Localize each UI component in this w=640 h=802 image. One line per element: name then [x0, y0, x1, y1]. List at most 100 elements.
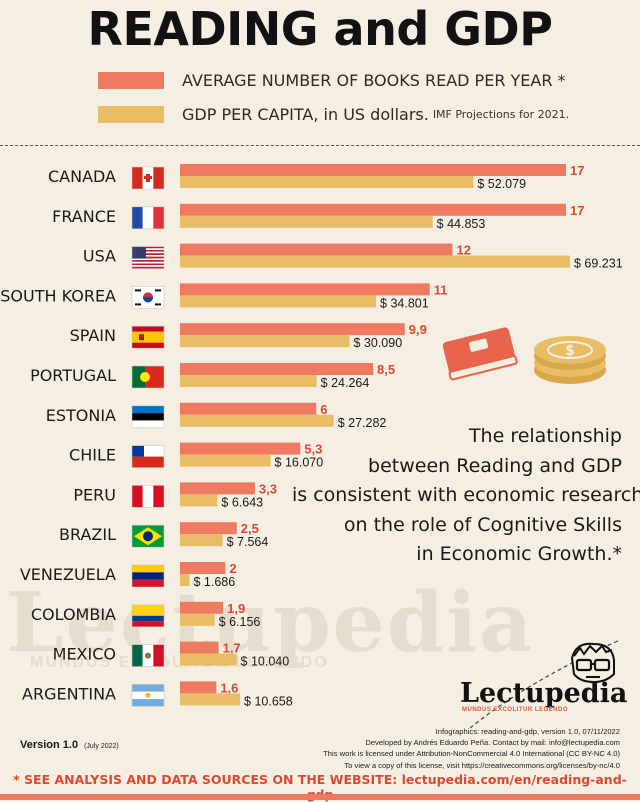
gdp-value-label: $ 44.853 — [437, 217, 486, 231]
logo-tagline: MUNDUS EXCOLITUR LEGENDO — [462, 707, 569, 713]
gdp-bar — [180, 255, 570, 268]
gdp-value-label: $ 27.282 — [338, 416, 387, 430]
legend-gdp-note: IMF Projections for 2021. — [432, 107, 570, 121]
mexico-flag-icon — [131, 644, 165, 667]
books-value-label: 2,5 — [241, 521, 259, 536]
version: Version 1.0 (July 2022) — [20, 739, 119, 751]
gdp-value-label: $ 10.040 — [241, 655, 290, 669]
books-bar — [180, 681, 217, 694]
gdp-value-label: $ 34.801 — [380, 296, 429, 310]
gdp-value-label: $ 30.090 — [354, 336, 403, 350]
logo-name: Lectupedia — [460, 678, 628, 709]
books-bar — [180, 522, 237, 535]
credit-line: This work is licensed under Attribution-… — [323, 749, 620, 759]
books-value-label: 9,9 — [409, 322, 427, 337]
gdp-value-label: $ 52.079 — [477, 177, 526, 191]
country-label: USA — [83, 247, 116, 266]
spain-flag-icon — [131, 325, 165, 349]
statement-line: on the role of Cognitive Skills — [343, 513, 622, 536]
books-value-label: 12 — [456, 243, 470, 258]
country-label: MEXICO — [53, 645, 116, 664]
version-date: (July 2022) — [84, 743, 119, 750]
bar-chart: CANADA 17 $ 52.079 FRANCE 17 $ 44.853 USA 12 $ 6… — [0, 163, 623, 708]
version-label: Version 1.0 — [20, 739, 79, 751]
usa-flag-icon — [131, 246, 165, 269]
country-label: BRAZIL — [59, 525, 116, 544]
gdp-value-label: $ 6.156 — [219, 615, 261, 629]
peru-flag-icon — [131, 485, 165, 508]
books-value-label: 1,9 — [227, 601, 245, 616]
books-value-label: 3,3 — [259, 481, 277, 496]
gdp-value-label: $ 69.231 — [574, 257, 623, 271]
gdp-bar — [180, 215, 433, 228]
gdp-bar — [180, 414, 334, 427]
country-label: SPAIN — [70, 326, 116, 345]
france-flag-icon — [131, 206, 165, 230]
country-label: CANADA — [48, 167, 116, 186]
gdp-bar — [180, 494, 218, 507]
argentina-flag-icon — [131, 684, 165, 707]
books-bar — [180, 243, 453, 256]
gdp-bar — [180, 295, 377, 308]
country-label: PORTUGAL — [30, 366, 116, 385]
legend-gdp: GDP PER CAPITA, in US dollars. IMF Proje… — [98, 104, 569, 124]
books-bar — [180, 641, 219, 654]
books-value-label: 1,7 — [223, 641, 241, 656]
watermark-subtitle: MUNDUS EXCOLITUR LEGENDO — [30, 654, 329, 671]
svg-text:$: $ — [565, 343, 575, 359]
books-bar — [180, 402, 317, 415]
legend-books: AVERAGE NUMBER OF BOOKS READ PER YEAR * — [98, 70, 566, 90]
gdp-bar — [180, 653, 237, 666]
venezuela-flag-icon — [131, 564, 165, 588]
brazil-flag-icon — [131, 524, 165, 548]
chile-flag-icon — [131, 445, 165, 468]
country-label: VENEZUELA — [20, 565, 116, 584]
statement-line: between Reading and GDP — [368, 454, 622, 477]
legend-gdp-swatch — [98, 105, 164, 123]
books-value-label: 2 — [229, 561, 236, 576]
books-bar — [180, 203, 566, 216]
gdp-value-label: $ 24.264 — [321, 376, 370, 390]
gdp-bar — [180, 335, 350, 348]
footer-rule — [0, 794, 640, 800]
gdp-value-label: $ 7.564 — [227, 535, 269, 549]
credits: Infographics: reading-and-gdp, version 1… — [323, 726, 620, 771]
books-value-label: 17 — [570, 203, 584, 218]
watermark: Lectupedia — [6, 575, 535, 671]
books-bar — [180, 164, 566, 176]
books-bar — [180, 283, 430, 296]
page-title: READING and GDP — [87, 2, 553, 56]
books-bar — [180, 601, 224, 614]
credit-line: Infographics: reading-and-gdp, version 1… — [435, 727, 620, 736]
gdp-value-label: $ 16.070 — [275, 456, 324, 470]
portugal-flag-icon — [131, 365, 165, 389]
books-value-label: 11 — [434, 282, 448, 297]
country-label: PERU — [73, 485, 116, 504]
estonia-flag-icon — [131, 405, 165, 429]
legend-books-label: AVERAGE NUMBER OF BOOKS READ PER YEAR * — [182, 70, 566, 90]
books-bar — [180, 442, 301, 455]
books-bar — [180, 363, 373, 375]
legend-books-swatch — [98, 71, 164, 89]
books-value-label: 17 — [570, 163, 584, 178]
country-label: CHILE — [69, 446, 116, 465]
gdp-bar — [180, 375, 317, 387]
books-value-label: 1,6 — [220, 680, 238, 695]
colombia-flag-icon — [131, 604, 165, 628]
country-label: ESTONIA — [46, 406, 116, 425]
book-icon — [442, 327, 518, 381]
statement-line: The relationship — [468, 425, 622, 447]
reader-glasses-icon — [570, 642, 615, 684]
canada-flag-icon — [131, 166, 165, 190]
gdp-bar — [180, 534, 223, 547]
legend-gdp-label: GDP PER CAPITA, in US dollars. — [182, 104, 429, 124]
statement: The relationship between Reading and GDP… — [292, 422, 640, 570]
gdp-bar — [180, 613, 215, 626]
country-label: COLOMBIA — [31, 605, 116, 624]
books-value-label: 5,3 — [304, 442, 322, 457]
statement-line: is consistent with economic research — [292, 484, 640, 506]
gdp-bar — [180, 574, 190, 586]
statement-line: in Economic Growth.* — [416, 543, 622, 565]
gdp-value-label: $ 6.643 — [221, 495, 263, 509]
country-label: ARGENTINA — [22, 684, 116, 703]
